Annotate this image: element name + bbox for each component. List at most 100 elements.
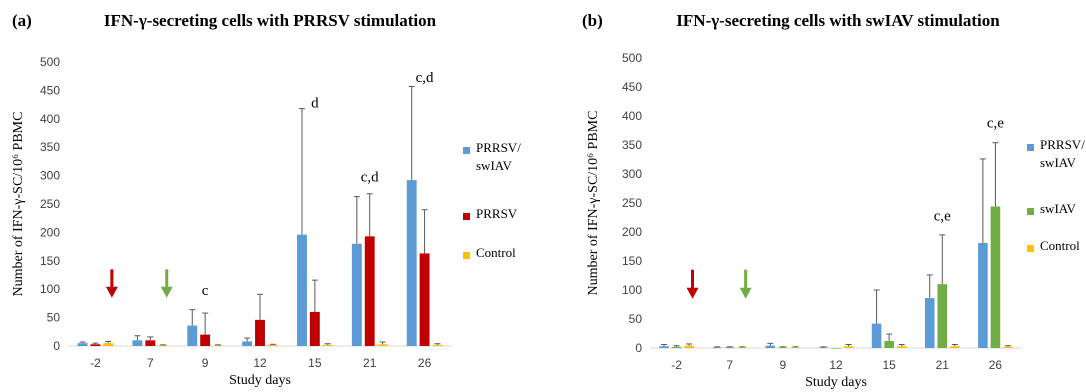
x-tick-label: 9 xyxy=(780,358,787,372)
bar xyxy=(884,341,894,348)
y-tick-label: 0 xyxy=(53,339,60,353)
chart-panel-b: (b) IFN-γ-secreting cells with swIAV stim… xyxy=(582,11,1085,390)
x-tick-label: -2 xyxy=(671,358,682,372)
bar xyxy=(187,325,198,346)
arrow-head-icon xyxy=(160,286,173,298)
y-tick-label: 400 xyxy=(40,112,60,126)
bar xyxy=(831,348,841,349)
panel-label: (a) xyxy=(12,11,32,30)
y-tick-label: 400 xyxy=(622,109,642,123)
x-tick-label: 21 xyxy=(363,356,377,370)
y-tick-label: 150 xyxy=(40,254,60,268)
x-tick-label: 12 xyxy=(253,356,267,370)
bar xyxy=(671,346,682,348)
significance-label: c,d xyxy=(416,70,434,86)
significance-label: c,e xyxy=(934,208,951,224)
chart-title: IFN-γ-secreting cells with PRRSV stimula… xyxy=(104,11,437,30)
bar xyxy=(158,345,169,347)
bar xyxy=(765,345,776,348)
bar xyxy=(818,347,829,349)
bar xyxy=(432,344,443,346)
y-tick-label: 300 xyxy=(40,169,60,183)
x-tick-label: 7 xyxy=(147,356,154,370)
x-tick-label: 15 xyxy=(882,358,896,372)
y-axis-label: Number of IFN-γ-SC/10⁶ PBMC xyxy=(586,111,601,296)
bar xyxy=(659,346,669,348)
chart-panel-a: (a) IFN-γ-secreting cells with PRRSV stim… xyxy=(11,11,521,388)
y-tick-label: 450 xyxy=(622,80,642,94)
x-tick-label: 26 xyxy=(418,356,432,370)
bar xyxy=(322,344,333,346)
bar xyxy=(242,341,253,346)
y-tick-label: 100 xyxy=(622,283,642,297)
bar xyxy=(950,346,960,348)
y-tick-label: 350 xyxy=(40,140,60,154)
x-tick-label: 9 xyxy=(202,356,209,370)
bar xyxy=(297,234,307,346)
legend-swatch xyxy=(1027,245,1034,252)
bar xyxy=(351,243,362,346)
legend-label: Control xyxy=(476,245,516,260)
x-tick-label: -2 xyxy=(90,356,101,370)
arrow-head-icon xyxy=(686,287,699,299)
legend-swatch xyxy=(463,147,470,154)
y-tick-label: 0 xyxy=(635,341,642,355)
bar xyxy=(145,340,156,346)
bar xyxy=(406,180,417,346)
legend-label: PRRSV/ xyxy=(476,140,521,155)
y-tick-label: 50 xyxy=(629,312,643,326)
legend-swatch xyxy=(463,252,470,259)
y-tick-label: 200 xyxy=(622,225,642,239)
bar xyxy=(267,344,278,346)
y-tick-label: 450 xyxy=(40,83,60,97)
legend-label: PRRSV xyxy=(476,206,518,221)
bar xyxy=(684,345,694,348)
bar xyxy=(77,343,88,346)
bar xyxy=(978,243,988,348)
bar xyxy=(990,206,1001,348)
significance-label: c,d xyxy=(361,169,379,185)
legend-label: swIAV xyxy=(1040,155,1076,170)
significance-label: c,e xyxy=(987,116,1004,132)
y-tick-label: 250 xyxy=(40,197,60,211)
y-tick-label: 200 xyxy=(40,225,60,239)
y-tick-label: 100 xyxy=(40,282,60,296)
legend-swatch xyxy=(1027,208,1034,215)
bar xyxy=(200,334,211,346)
bar xyxy=(103,343,114,346)
panel-label: (b) xyxy=(582,11,603,30)
legend-label: Control xyxy=(1040,238,1080,253)
bar xyxy=(712,347,722,349)
legend-label: PRRSV/ xyxy=(1040,137,1085,152)
x-tick-label: 7 xyxy=(726,358,733,372)
x-tick-label: 26 xyxy=(989,358,1003,372)
x-tick-label: 15 xyxy=(308,356,322,370)
bar xyxy=(790,347,801,349)
bar xyxy=(364,236,375,346)
bar xyxy=(896,346,907,348)
bar xyxy=(871,323,882,348)
bar xyxy=(1003,346,1013,348)
y-tick-label: 500 xyxy=(40,55,60,69)
y-axis-label: Number of IFN-γ-SC/10⁶ PBMC xyxy=(11,112,26,297)
chart-title: IFN-γ-secreting cells with swIAV stimula… xyxy=(676,11,1000,30)
bar xyxy=(419,253,430,346)
legend-swatch xyxy=(1027,144,1034,151)
significance-label: c xyxy=(202,283,209,299)
bar xyxy=(737,347,748,349)
bar xyxy=(309,311,320,346)
bar xyxy=(377,344,388,346)
bar xyxy=(937,284,948,348)
x-axis-label: Study days xyxy=(805,375,867,390)
x-axis-label: Study days xyxy=(229,373,291,388)
legend-label: swIAV xyxy=(1040,201,1076,216)
x-tick-label: 12 xyxy=(829,358,843,372)
x-tick-label: 21 xyxy=(936,358,950,372)
bar xyxy=(213,345,223,347)
y-tick-label: 350 xyxy=(622,138,642,152)
bar xyxy=(90,344,101,346)
y-tick-label: 250 xyxy=(622,196,642,210)
y-tick-label: 300 xyxy=(622,167,642,181)
y-tick-label: 150 xyxy=(622,254,642,268)
